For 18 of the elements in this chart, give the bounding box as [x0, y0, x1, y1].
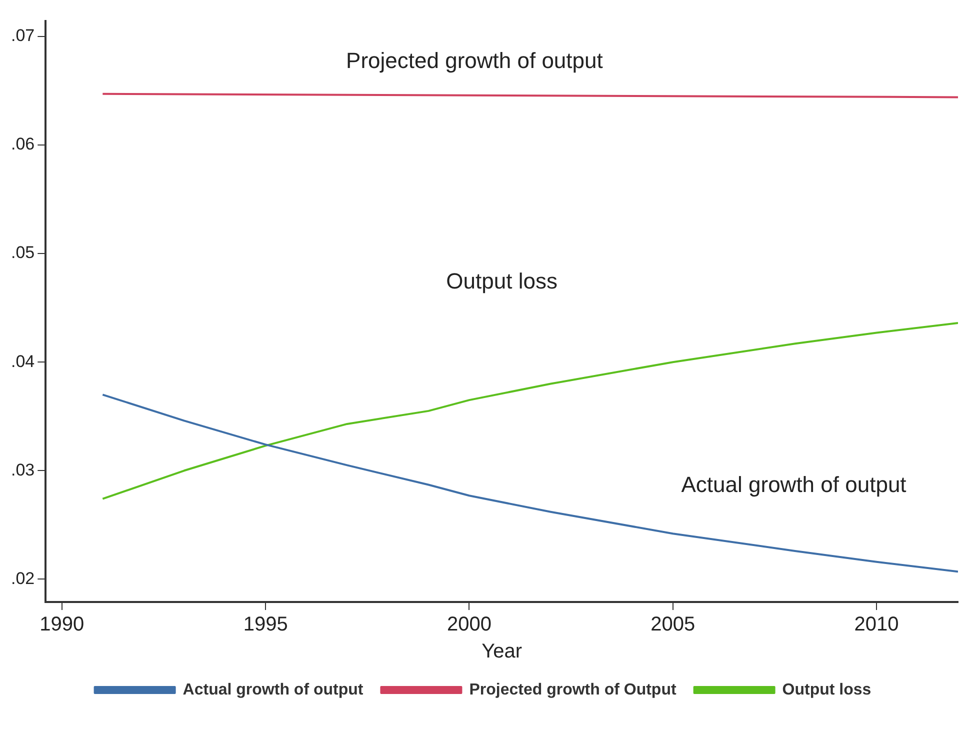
- x-tick-label: 1995: [243, 614, 288, 636]
- y-tick-label: .06: [10, 134, 35, 154]
- y-tick-label: .07: [10, 26, 35, 46]
- annotation: Projected growth of output: [346, 48, 603, 73]
- legend-label: Output loss: [782, 681, 872, 698]
- legend-label: Projected growth of Output: [469, 681, 677, 698]
- y-tick-label: .02: [10, 568, 35, 588]
- x-tick-label: 1990: [40, 614, 84, 636]
- legend-label: Actual growth of output: [182, 681, 364, 698]
- annotation: Output loss: [446, 268, 558, 294]
- y-tick-label: .05: [10, 243, 35, 262]
- x-tick-label: 2005: [650, 614, 696, 636]
- x-tick-label: 2010: [854, 614, 899, 636]
- x-tick-label: 2000: [446, 614, 492, 636]
- y-tick-label: .03: [10, 460, 35, 480]
- y-tick-label: .04: [10, 352, 35, 371]
- annotation: Actual growth of output: [681, 472, 906, 497]
- x-axis-title: Year: [482, 640, 522, 663]
